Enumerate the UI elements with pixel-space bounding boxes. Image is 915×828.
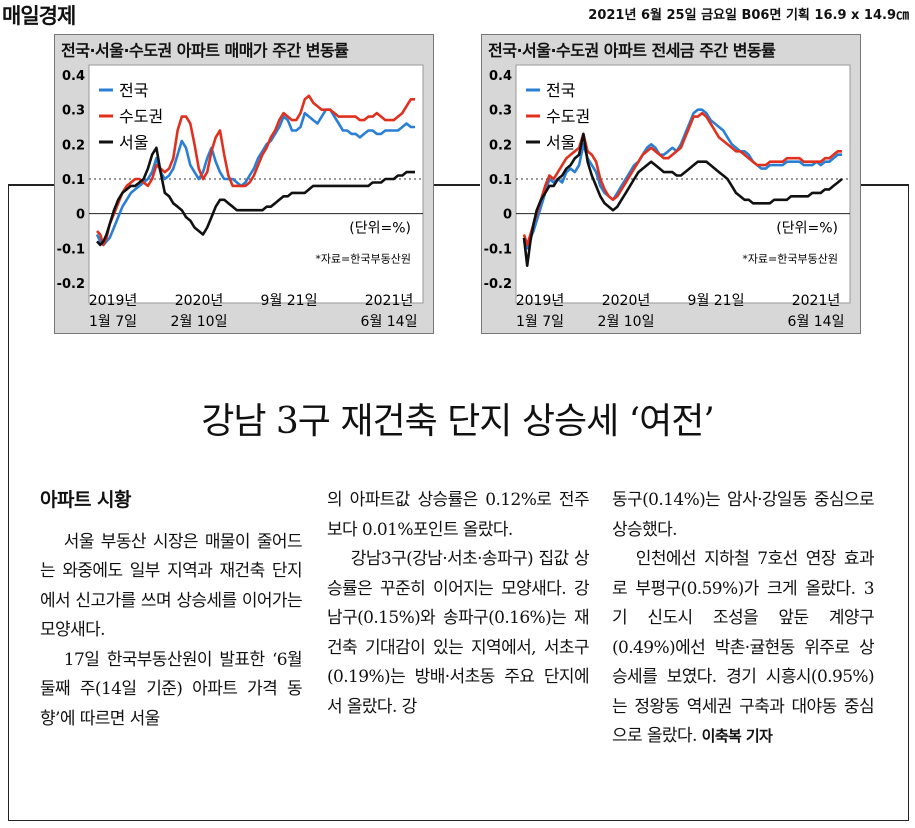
x-tick-label: 6월 14일 [361,314,418,330]
paragraph: 동구(0.14%)는 암사·강일동 중심으로 상승했다. [612,490,875,540]
publication-info: 2021년 6월 25일 금요일 B06면 기획 16.9 x 14.9㎝ [588,8,909,23]
legend-entry: 서울 [119,133,148,152]
legend-entry: 수도권 [546,107,590,126]
series-line-2 [96,146,415,247]
paragraph: 의 아파트값 상승률은 0.12%로 전주보다 0.01%포인트 올랐다. [327,490,590,540]
frame-top-segment [8,184,54,186]
x-tick-label: 2019년 [516,293,565,309]
series-line-1 [96,94,415,247]
y-tick-label: 0.1 [489,173,512,188]
paragraph: 강남3구(강남·서초·송파구) 집값 상승률은 꾸준히 이어지는 모양새다. 강… [327,549,590,717]
x-tick-label: 1월 7일 [516,314,564,330]
plot-area [515,64,851,304]
legend-entry: 서울 [546,133,575,152]
y-tick-label: 0.2 [62,138,85,153]
chart-title: 전국·서울·수도권 아파트 전세금 주간 변동률 [488,41,776,60]
series-line-0 [95,108,415,247]
x-tick-label: 2020년 [602,293,651,309]
paragraph-text: 인천에선 지하철 7호선 연장 효과로 부평구(0.59%)가 크게 올랐다. … [612,549,875,746]
paragraph: 17일 한국부동산원이 발표한 ‘6월 둘째 주(14일 기준) 아파트 가격 … [40,649,303,729]
source-note: *자료=한국부동산원 [742,253,838,266]
y-tick-label: 0.3 [62,104,85,119]
y-tick-label: 0.2 [489,138,512,153]
jeonse-chart: 전국·서울·수도권 아파트 전세금 주간 변동률 0.4 0.3 0.2 0.1 0 -0… [481,34,861,334]
article-column-1: 아파트 시황 서울 부동산 시장은 매물이 줄어드는 와중에도 일부 지역과 재… [40,486,303,734]
section-title: 아파트 시황 [40,489,132,511]
x-tick-label: 2021년 [365,293,414,309]
x-tick-label: 2019년 [89,293,138,309]
x-tick-label: 6월 14일 [788,314,845,330]
unit-note: (단위=%) [776,221,838,237]
frame-top-segment [434,184,480,186]
legend-entry: 수도권 [119,107,163,126]
x-tick-label: 9월 21일 [261,293,318,309]
frame-top-segment [861,184,908,186]
newspaper-masthead: 매일경제 [2,4,76,28]
y-tick-label: -0.1 [57,242,85,257]
x-tick-label: 2월 10일 [598,314,655,330]
series-line-1 [522,111,842,247]
x-tick-label: 2020년 [175,293,224,309]
y-tick-label: 0.1 [62,173,85,188]
y-tick-label: 0 [503,208,512,223]
sale-price-chart: 전국·서울·수도권 아파트 매매가 주간 변동률 0.4 0.3 0.2 0.1 0 -0… [54,34,434,334]
x-tick-label: 2월 10일 [171,314,228,330]
y-tick-label: -0.1 [484,242,512,257]
legend-entry: 전국 [546,81,575,100]
article-column-2: 의 아파트값 상승률은 0.12%로 전주보다 0.01%포인트 올랐다. 강남… [327,486,590,722]
y-tick-label: -0.2 [484,277,512,292]
y-tick-label: 0.4 [489,69,512,84]
article-column-3: 동구(0.14%)는 암사·강일동 중심으로 상승했다. 인천에선 지하철 7호… [612,486,875,752]
y-tick-label: 0.4 [62,69,85,84]
x-tick-label: 1월 7일 [89,314,137,330]
source-note: *자료=한국부동산원 [315,253,411,266]
byline: 이축복 기자 [701,727,773,745]
chart-title: 전국·서울·수도권 아파트 매매가 주간 변동률 [61,41,349,60]
article-frame [8,184,909,821]
x-tick-label: 9월 21일 [688,293,745,309]
y-tick-label: -0.2 [57,277,85,292]
y-tick-label: 0.3 [489,104,512,119]
unit-note: (단위=%) [349,221,411,237]
paragraph: 서울 부동산 시장은 매물이 줄어드는 와중에도 일부 지역과 재건축 단지에서… [40,531,303,641]
legend-entry: 전국 [119,81,148,100]
paragraph: 인천에선 지하철 7호선 연장 효과로 부평구(0.59%)가 크게 올랐다. … [612,545,875,752]
series-line-0 [522,108,842,250]
x-tick-label: 2021년 [792,293,841,309]
y-tick-label: 0 [76,208,85,223]
headline: 강남 3구 재건축 단지 상승세 ‘여전’ [201,401,715,442]
series-line-2 [522,132,843,267]
